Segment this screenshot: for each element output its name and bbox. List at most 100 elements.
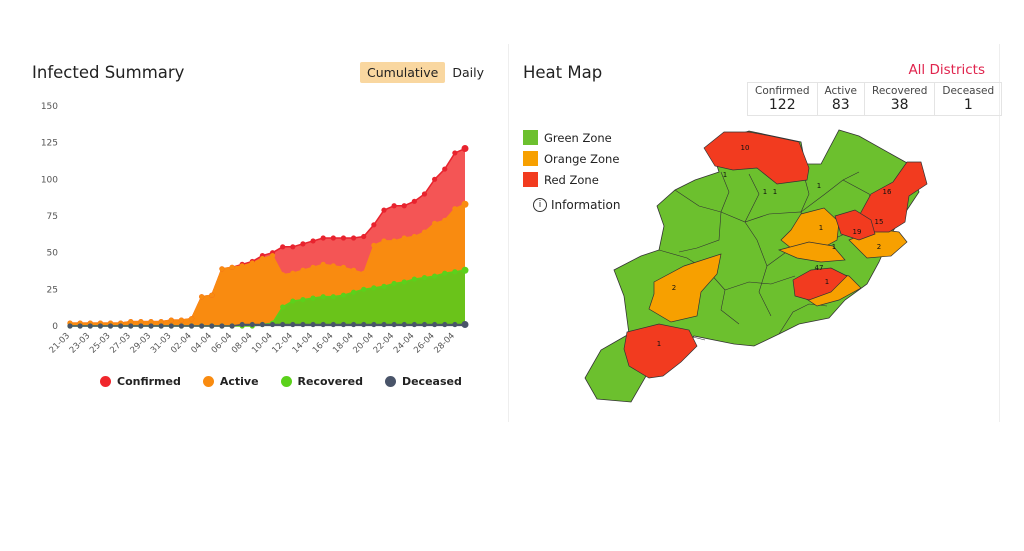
x-tick-label: 02-04 xyxy=(169,331,194,356)
data-point-active xyxy=(209,292,215,298)
data-point-recovered xyxy=(361,286,367,292)
x-tick-label: 18-04 xyxy=(331,331,356,356)
x-tick-label: 08-04 xyxy=(230,331,255,356)
label-district-6: 1 xyxy=(819,224,823,232)
legend-active[interactable]: Active xyxy=(202,375,259,388)
label-district-11: 1 xyxy=(832,243,836,251)
data-point-deceased xyxy=(461,321,469,329)
recovered-dot-icon xyxy=(280,376,292,387)
data-point-deceased xyxy=(300,321,306,328)
data-point-confirmed xyxy=(300,241,306,247)
infected-summary-chart[interactable]: 0 25 50 75 100 125 150 21-0323-0325-0327-0329-0… xyxy=(18,44,493,374)
y-tick-label: 0 xyxy=(52,322,58,332)
deceased-dot-icon xyxy=(384,376,396,387)
x-tick-label: 10-04 xyxy=(250,331,275,356)
zone-legend: Green Zone Orange Zone Red Zone xyxy=(523,127,619,190)
zone-green: Green Zone xyxy=(523,127,619,148)
data-point-confirmed xyxy=(280,244,286,250)
infected-summary-card: Infected Summary Cumulative Daily 0 25 50 7… xyxy=(18,44,493,422)
infected-summary-title: Infected Summary xyxy=(32,63,185,82)
label-district-2: 1 xyxy=(723,171,727,179)
data-point-deceased xyxy=(249,321,255,328)
data-point-confirmed xyxy=(320,235,326,241)
zone-orange: Orange Zone xyxy=(523,148,619,169)
data-point-deceased xyxy=(320,321,326,328)
label-district-14: 2 xyxy=(672,284,676,292)
daily-button[interactable]: Daily xyxy=(452,65,484,80)
legend-recovered[interactable]: Recovered xyxy=(280,375,363,388)
zone-red-label: Red Zone xyxy=(544,172,599,187)
series-area-recovered xyxy=(70,270,465,326)
data-point-confirmed xyxy=(350,235,357,241)
district-red-south[interactable] xyxy=(623,323,698,379)
stat-active: Active 83 xyxy=(816,82,866,116)
data-point-deceased xyxy=(209,323,215,329)
data-point-recovered xyxy=(401,279,407,285)
data-point-confirmed xyxy=(381,207,387,213)
data-point-deceased xyxy=(158,323,164,329)
data-point-active xyxy=(442,217,448,223)
x-tick-label: 16-04 xyxy=(311,331,336,356)
zone-orange-label: Orange Zone xyxy=(544,151,620,166)
data-point-recovered xyxy=(350,289,357,295)
data-point-confirmed xyxy=(421,191,428,197)
data-point-active xyxy=(158,319,164,325)
data-point-deceased xyxy=(350,321,357,328)
data-point-deceased xyxy=(432,321,438,328)
legend-deceased-label: Deceased xyxy=(401,375,462,388)
data-point-deceased xyxy=(107,323,114,329)
data-point-deceased xyxy=(168,323,174,329)
data-point-recovered xyxy=(371,285,377,291)
district-red-coast-2[interactable] xyxy=(834,209,876,241)
data-point-recovered xyxy=(442,270,448,276)
legend-confirmed[interactable]: Confirmed xyxy=(100,375,181,388)
y-tick-label: 75 xyxy=(47,212,58,222)
stat-active-label: Active xyxy=(824,85,857,97)
legend-confirmed-label: Confirmed xyxy=(117,375,181,388)
data-point-active xyxy=(138,319,144,325)
data-point-confirmed xyxy=(310,238,316,244)
data-point-confirmed xyxy=(290,244,296,250)
data-point-confirmed xyxy=(361,233,367,240)
y-tick-label: 125 xyxy=(41,139,58,149)
label-district-13: 1 xyxy=(825,278,829,286)
data-point-confirmed xyxy=(401,203,407,209)
data-point-active xyxy=(199,294,205,300)
data-point-deceased xyxy=(290,321,296,328)
data-point-active xyxy=(421,229,428,235)
x-tick-label: 21-03 xyxy=(48,331,73,356)
data-point-recovered xyxy=(300,297,306,303)
data-point-confirmed xyxy=(340,235,347,241)
zone-green-label: Green Zone xyxy=(544,130,612,145)
data-point-confirmed xyxy=(461,145,469,153)
y-tick-label: 100 xyxy=(41,175,58,185)
district-red-central[interactable] xyxy=(792,267,848,301)
x-tick-label: 06-04 xyxy=(210,331,235,356)
data-point-deceased xyxy=(148,323,154,329)
data-point-active xyxy=(461,200,469,208)
stat-active-value: 83 xyxy=(831,97,850,113)
cumulative-button[interactable]: Cumulative xyxy=(360,62,446,83)
district-orange-d[interactable] xyxy=(777,241,846,263)
data-point-active xyxy=(259,255,266,262)
data-point-confirmed xyxy=(432,176,438,182)
district-orange-a[interactable] xyxy=(648,253,722,323)
data-point-deceased xyxy=(259,321,266,328)
x-tick-label: 29-03 xyxy=(129,331,154,356)
data-point-deceased xyxy=(310,321,316,328)
stat-deceased-label: Deceased xyxy=(942,85,995,97)
stat-confirmed: Confirmed 122 xyxy=(747,82,818,116)
x-tick-label: 26-04 xyxy=(412,331,437,356)
stat-deceased: Deceased 1 xyxy=(934,82,1003,116)
odisha-district-map[interactable]: 10 1 1 1 1 1 16 15 19 2 1 47 1 2 1 xyxy=(509,44,999,422)
chart-legend: Confirmed Active Recovered Deceased xyxy=(100,375,462,388)
legend-deceased[interactable]: Deceased xyxy=(384,375,462,388)
information-link[interactable]: i Information xyxy=(533,198,620,212)
series-line-deceased xyxy=(70,323,465,327)
cumulative-daily-toggle[interactable]: Cumulative Daily xyxy=(360,62,491,83)
label-district-9: 19 xyxy=(853,228,862,236)
data-point-recovered xyxy=(381,283,387,289)
district-count-labels: 10 1 1 1 1 1 16 15 19 2 1 47 1 2 1 xyxy=(657,144,892,348)
all-districts-link[interactable]: All Districts xyxy=(908,62,985,78)
district-red-north[interactable] xyxy=(703,131,810,185)
